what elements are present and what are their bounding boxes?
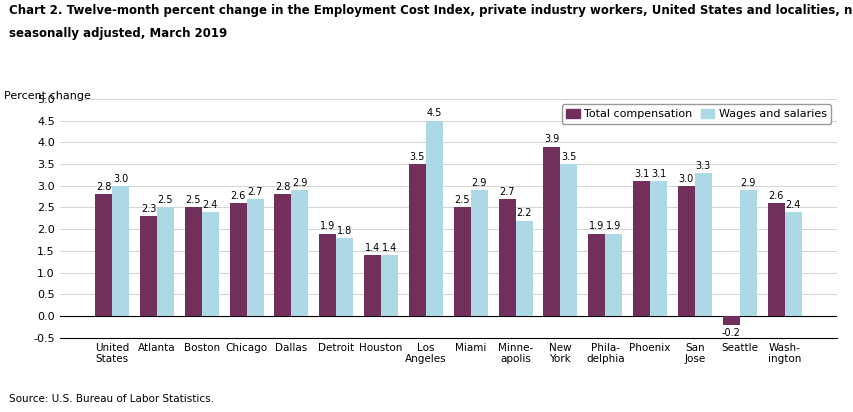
Bar bbox=[274, 194, 291, 316]
Bar bbox=[95, 194, 112, 316]
Text: 3.5: 3.5 bbox=[560, 152, 576, 162]
Text: 2.7: 2.7 bbox=[247, 187, 263, 197]
Text: 2.9: 2.9 bbox=[292, 178, 307, 188]
Bar bbox=[722, 316, 739, 325]
Bar bbox=[605, 234, 622, 316]
Text: 2.8: 2.8 bbox=[275, 182, 290, 192]
Text: 1.4: 1.4 bbox=[364, 243, 380, 253]
Bar bbox=[229, 203, 247, 316]
Text: 2.3: 2.3 bbox=[141, 204, 156, 214]
Bar bbox=[319, 234, 336, 316]
Text: 2.9: 2.9 bbox=[471, 178, 486, 188]
Bar bbox=[515, 220, 532, 316]
Text: 1.9: 1.9 bbox=[320, 221, 335, 232]
Text: Chart 2. Twelve-month percent change in the Employment Cost Index, private indus: Chart 2. Twelve-month percent change in … bbox=[9, 4, 853, 17]
Text: 2.4: 2.4 bbox=[202, 200, 218, 210]
Bar bbox=[426, 121, 443, 316]
Text: 3.1: 3.1 bbox=[650, 169, 665, 179]
Bar bbox=[543, 147, 560, 316]
Bar bbox=[291, 190, 308, 316]
Text: 1.9: 1.9 bbox=[589, 221, 604, 232]
Text: 3.9: 3.9 bbox=[543, 134, 559, 145]
Text: Source: U.S. Bureau of Labor Statistics.: Source: U.S. Bureau of Labor Statistics. bbox=[9, 394, 213, 404]
Bar bbox=[336, 238, 353, 316]
Text: 2.7: 2.7 bbox=[499, 187, 514, 197]
Text: 3.3: 3.3 bbox=[695, 161, 711, 171]
Text: 1.4: 1.4 bbox=[381, 243, 397, 253]
Bar bbox=[649, 181, 666, 316]
Text: 1.9: 1.9 bbox=[606, 221, 621, 232]
Bar bbox=[140, 216, 157, 316]
Text: -0.2: -0.2 bbox=[721, 328, 740, 338]
Bar bbox=[184, 208, 201, 316]
Bar bbox=[498, 199, 515, 316]
Bar bbox=[470, 190, 487, 316]
Text: 4.5: 4.5 bbox=[426, 108, 442, 118]
Bar bbox=[560, 164, 577, 316]
Bar bbox=[201, 212, 218, 316]
Bar bbox=[677, 186, 694, 316]
Text: 3.0: 3.0 bbox=[113, 173, 128, 184]
Text: 2.4: 2.4 bbox=[785, 200, 800, 210]
Bar bbox=[247, 199, 264, 316]
Text: Percent change: Percent change bbox=[4, 91, 91, 101]
Legend: Total compensation, Wages and salaries: Total compensation, Wages and salaries bbox=[561, 104, 830, 124]
Text: 2.6: 2.6 bbox=[768, 191, 783, 201]
Text: 2.6: 2.6 bbox=[230, 191, 246, 201]
Text: 1.8: 1.8 bbox=[337, 226, 352, 236]
Text: 3.5: 3.5 bbox=[409, 152, 425, 162]
Bar bbox=[157, 208, 174, 316]
Bar bbox=[363, 255, 380, 316]
Bar bbox=[694, 173, 711, 316]
Text: 2.9: 2.9 bbox=[740, 178, 755, 188]
Text: 2.8: 2.8 bbox=[96, 182, 111, 192]
Text: seasonally adjusted, March 2019: seasonally adjusted, March 2019 bbox=[9, 27, 227, 40]
Bar bbox=[784, 212, 801, 316]
Text: 3.0: 3.0 bbox=[678, 173, 693, 184]
Text: 2.2: 2.2 bbox=[516, 208, 531, 218]
Bar bbox=[380, 255, 397, 316]
Bar bbox=[632, 181, 649, 316]
Bar bbox=[588, 234, 605, 316]
Bar bbox=[112, 186, 129, 316]
Bar bbox=[453, 208, 470, 316]
Text: 3.1: 3.1 bbox=[633, 169, 648, 179]
Text: 2.5: 2.5 bbox=[185, 195, 200, 205]
Bar bbox=[409, 164, 426, 316]
Text: 2.5: 2.5 bbox=[454, 195, 469, 205]
Bar bbox=[767, 203, 784, 316]
Bar bbox=[739, 190, 756, 316]
Text: 2.5: 2.5 bbox=[158, 195, 173, 205]
